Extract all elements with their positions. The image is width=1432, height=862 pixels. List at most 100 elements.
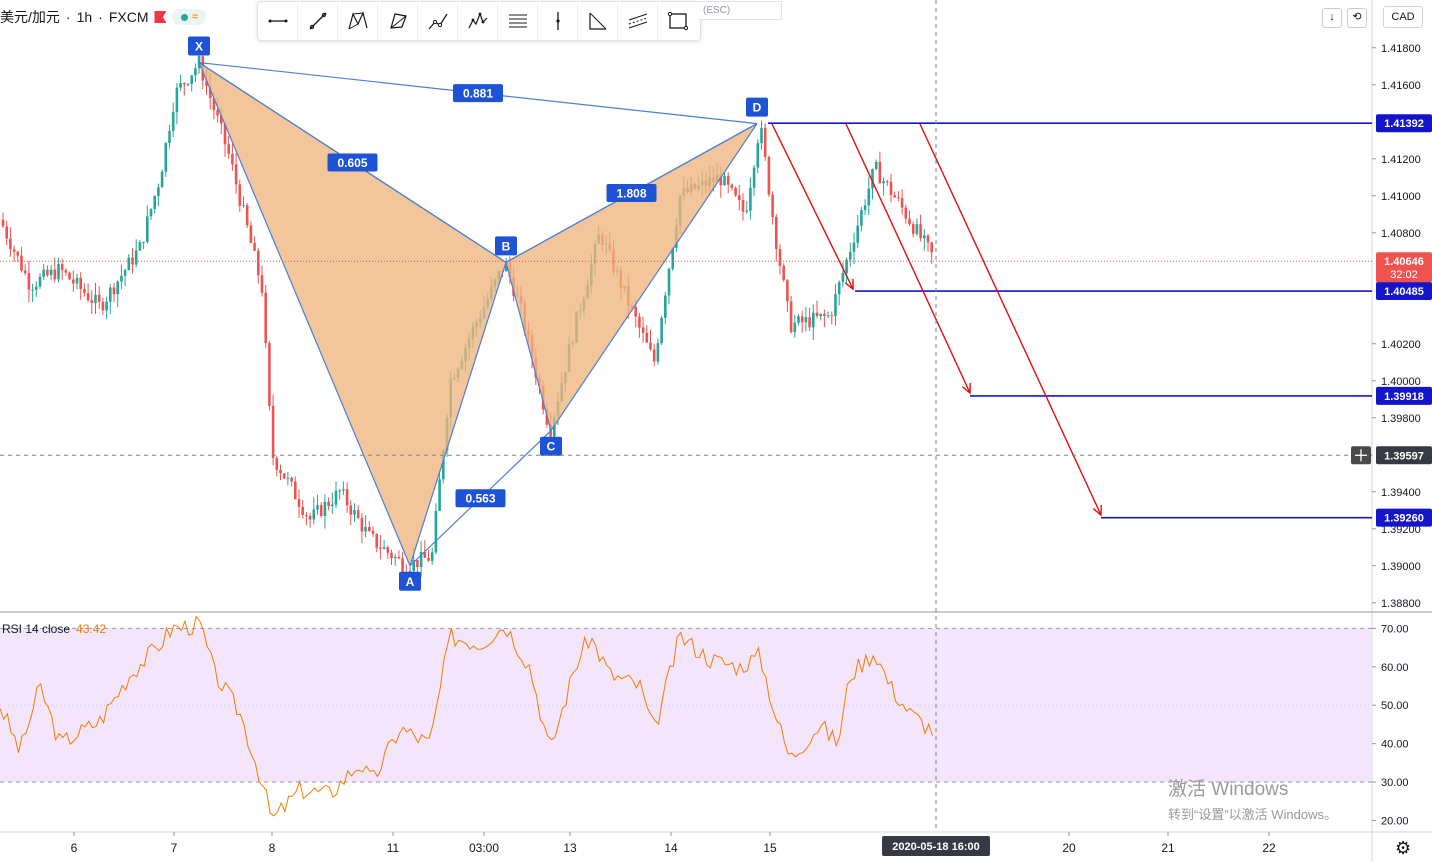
crosshair-price-tag: [1376, 446, 1432, 465]
crosshair-price-label: 1.39597: [1384, 450, 1424, 462]
candle-body: [834, 294, 837, 316]
elliott-wave-icon[interactable]: [458, 2, 498, 40]
candle-body: [763, 127, 767, 158]
candle-body: [638, 316, 641, 328]
refresh-icon[interactable]: ⟲: [1347, 8, 1367, 28]
candle-body: [245, 205, 249, 226]
candle-body: [134, 250, 138, 265]
path-icon[interactable]: [418, 2, 458, 40]
arrow-head: [844, 278, 854, 291]
candle-body: [157, 187, 160, 197]
abc-pattern-icon[interactable]: [578, 2, 618, 40]
currency-label[interactable]: CAD: [1383, 6, 1423, 28]
triangle-pattern-icon[interactable]: [378, 2, 418, 40]
level-price-label: 1.39260: [1384, 513, 1424, 525]
candle-body: [719, 175, 723, 186]
candle-body: [749, 187, 752, 211]
point-label-bg: [540, 436, 562, 456]
level-price-tag: [1376, 386, 1432, 405]
arrow-head: [961, 382, 971, 395]
candle-body: [345, 489, 349, 506]
wave-icon: ≈: [191, 11, 198, 23]
rsi-label: RSI 14 close: [2, 622, 71, 636]
price-tick-label: 1.41200: [1381, 154, 1421, 166]
candle-body: [227, 144, 230, 154]
rectangle-icon[interactable]: [658, 2, 697, 40]
candle-body: [208, 85, 212, 98]
crosshair-time-label: 2020-05-18 16:00: [892, 841, 979, 853]
candle-body: [123, 270, 127, 276]
candle-body: [856, 225, 859, 243]
candle-body: [9, 238, 12, 250]
candle-body: [645, 332, 649, 343]
current-price-label: 1.40646: [1384, 256, 1424, 268]
price-tick-label: 1.40200: [1381, 339, 1421, 351]
interval-label[interactable]: 1h: [76, 9, 93, 25]
flag-icon[interactable]: [154, 11, 167, 23]
candle-body: [127, 257, 131, 271]
exchange-label: FXCM: [108, 9, 149, 25]
price-tick-label: 1.39800: [1381, 413, 1421, 425]
price-tick-label: 1.41000: [1381, 191, 1421, 203]
candle-body: [830, 315, 834, 317]
candle-body: [338, 490, 341, 492]
candle-body: [656, 343, 660, 362]
candle-body: [889, 181, 893, 196]
candle-body: [652, 349, 656, 362]
candle-body: [183, 83, 186, 85]
point-label-B: B: [502, 239, 511, 253]
rsi-tick-label: 30.00: [1381, 777, 1409, 789]
candle-body: [142, 241, 145, 243]
candle-body: [819, 313, 822, 317]
rsi-legend[interactable]: RSI 14 close 43.42: [2, 622, 106, 636]
point-label-bg: [188, 36, 210, 56]
candle-body: [316, 505, 319, 510]
separator: ·: [65, 9, 71, 25]
time-tick-label: 15: [763, 841, 777, 855]
channel-icon[interactable]: [618, 2, 658, 40]
ray-icon[interactable]: [298, 2, 338, 40]
fib-lines-icon[interactable]: [498, 2, 538, 40]
candle-body: [238, 184, 242, 206]
candle-body: [319, 505, 323, 517]
symbol-name[interactable]: 美元/加元: [0, 9, 60, 25]
candle-body: [72, 279, 75, 284]
candle-body: [778, 249, 782, 266]
candle-body: [312, 509, 316, 520]
point-label-A: A: [406, 575, 415, 589]
candle-body: [35, 286, 38, 290]
candle-body: [804, 317, 808, 323]
candle-body: [175, 87, 179, 113]
ratio-label-AC: 0.563: [465, 492, 495, 506]
candle-body: [149, 208, 153, 217]
crosshair-time-tag: [882, 836, 990, 856]
candle-body: [368, 526, 371, 531]
gear-icon[interactable]: ⚙: [1395, 838, 1412, 858]
candle-body: [12, 249, 16, 252]
xabcd-pattern-icon[interactable]: [338, 2, 378, 40]
ratio-label-bg: [327, 153, 378, 172]
crosshair-plus-icon[interactable]: [1351, 446, 1371, 465]
market-status-badge[interactable]: ≈: [172, 9, 207, 25]
candle-body: [397, 556, 401, 559]
candle-body: [279, 469, 282, 474]
download-icon[interactable]: ↓: [1322, 8, 1342, 28]
candle-body: [641, 327, 645, 333]
candle-body: [64, 270, 68, 273]
level-price-label: 1.41392: [1384, 118, 1424, 130]
candle-body: [911, 224, 915, 234]
candle-body: [886, 181, 889, 183]
candle-body: [297, 499, 301, 507]
candle-body: [57, 264, 60, 280]
rsi-tick-label: 50.00: [1381, 700, 1409, 712]
candle-body: [260, 275, 264, 293]
candle-body: [852, 242, 856, 252]
rsi-tick-label: 60.00: [1381, 662, 1409, 674]
time-tick-label: 03:00: [469, 841, 499, 855]
symbol-header[interactable]: 美元/加元 · 1h · FXCM ≈: [0, 6, 207, 28]
trend-line-icon[interactable]: [258, 2, 298, 40]
candle-body: [349, 505, 353, 515]
vertical-line-icon[interactable]: [538, 2, 578, 40]
